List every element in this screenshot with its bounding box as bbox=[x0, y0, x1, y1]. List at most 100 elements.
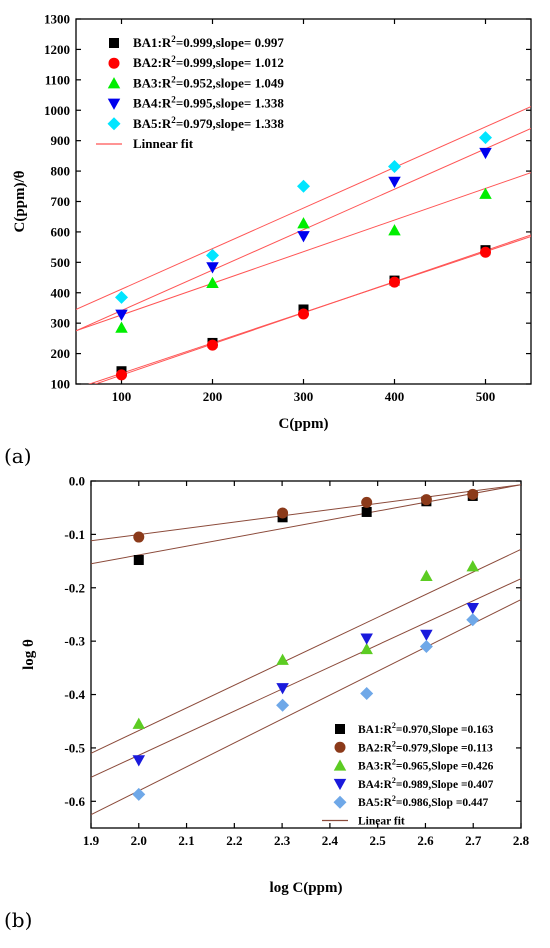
y-tick-label: 200 bbox=[51, 346, 71, 361]
y-tick-label: 500 bbox=[51, 255, 71, 270]
legend-entry-ba2: BA2:R2=0.999,slope= 1.012 bbox=[133, 54, 284, 70]
legend-entry-ba5: BA5:R2=0.979,slope= 1.338 bbox=[133, 115, 284, 131]
legend-slope-word: Slope bbox=[431, 761, 458, 773]
data-point-ba1 bbox=[133, 555, 144, 566]
x-tick-label: 100 bbox=[112, 389, 132, 404]
data-point-ba3 bbox=[420, 569, 433, 582]
legend-slope-value: 1.338 bbox=[255, 96, 285, 111]
series-ba2 bbox=[116, 246, 491, 381]
data-point-ba5 bbox=[388, 160, 401, 174]
legend-series-name: BA4 bbox=[133, 96, 158, 111]
data-point-ba2 bbox=[389, 276, 400, 288]
legend-r2-value: 0.995 bbox=[183, 96, 213, 111]
legend-slope-word: Slope bbox=[431, 742, 458, 754]
legend-entry-ba5: BA5:R2=0.986,Slop =0.447 bbox=[358, 794, 489, 809]
data-point-ba2 bbox=[467, 488, 479, 500]
y-tick-label: -0.3 bbox=[64, 634, 85, 649]
data-point-ba3 bbox=[360, 642, 373, 655]
x-tick-label: 400 bbox=[385, 389, 405, 404]
y-tick-label: 900 bbox=[51, 133, 71, 148]
x-tick-label: 2.5 bbox=[370, 833, 387, 848]
legend-slope-value: 1.338 bbox=[255, 116, 285, 131]
legend-entry-ba4: BA4:R2=0.989,Slope =0.407 bbox=[358, 776, 494, 791]
fit-line-ba4 bbox=[91, 578, 521, 778]
data-point-ba3 bbox=[297, 217, 310, 229]
x-tick-label: 2.7 bbox=[465, 833, 482, 848]
legend-slope-word: slope bbox=[216, 96, 244, 111]
data-point-ba4 bbox=[206, 262, 219, 274]
legend-series-name: BA1 bbox=[358, 724, 380, 736]
legend-series-name: BA3 bbox=[358, 761, 380, 773]
y-tick-label: 0.0 bbox=[69, 474, 85, 489]
legend-r2-value: 0.999 bbox=[183, 35, 213, 50]
y-tick-label: 1200 bbox=[44, 42, 70, 57]
data-point-ba5 bbox=[360, 686, 374, 700]
y-tick-label: -0.2 bbox=[64, 580, 85, 595]
legend-series-name: BA4 bbox=[358, 779, 380, 791]
data-point-ba3 bbox=[479, 187, 492, 199]
legend-entry-ba1: BA1:R2=0.999,slope= 0.997 bbox=[133, 34, 284, 50]
y-tick-label: 100 bbox=[51, 377, 71, 392]
y-tick-label: -0.4 bbox=[64, 687, 85, 702]
data-point-ba2 bbox=[133, 531, 145, 543]
x-tick-label: 2.8 bbox=[513, 833, 530, 848]
legend: BA1:R2=0.970,Slope =0.163 BA2:R2=0.979,Sl… bbox=[322, 721, 494, 828]
legend-series-name: BA3 bbox=[133, 75, 158, 90]
x-tick-label: 1.9 bbox=[83, 833, 100, 848]
legend-marker-ba1 bbox=[335, 724, 345, 734]
legend-entry-ba1: BA1:R2=0.970,Slope =0.163 bbox=[358, 721, 494, 736]
x-axis-label: C(ppm) bbox=[278, 416, 328, 432]
x-tick-label: 300 bbox=[294, 389, 314, 404]
legend-marker-ba1 bbox=[109, 38, 119, 48]
legend-marker-ba4 bbox=[107, 98, 121, 110]
data-point-ba4 bbox=[276, 683, 289, 695]
data-point-ba5 bbox=[479, 131, 492, 145]
series-ba3 bbox=[132, 560, 479, 729]
y-tick-label: -0.6 bbox=[64, 794, 85, 809]
data-point-ba5 bbox=[206, 248, 219, 262]
chart-panel-a: 100 200 300 400 500 100 200 300 400 500 600 700 800 9… bbox=[12, 12, 532, 432]
legend-slope-word: Slop bbox=[431, 797, 453, 809]
legend-slope-value: 0.407 bbox=[468, 779, 494, 791]
x-tick-label: 2.1 bbox=[178, 833, 194, 848]
legend-slope-word: Slope bbox=[431, 779, 458, 791]
x-tick-label: 2.3 bbox=[274, 833, 291, 848]
x-tick-label: 2.6 bbox=[417, 833, 434, 848]
legend-r2-value: 0.970 bbox=[402, 724, 428, 736]
x-tick-label: 2.2 bbox=[226, 833, 242, 848]
legend-entry-ba3: BA3:R2=0.952,slope= 1.049 bbox=[133, 74, 284, 90]
y-tick-label: 600 bbox=[51, 224, 71, 239]
legend-fit-label: Linear fit bbox=[358, 816, 405, 828]
y-tick-label: -0.1 bbox=[64, 527, 85, 542]
y-tick-label: 1100 bbox=[45, 72, 70, 87]
legend: BA1:R2=0.999,slope= 0.997 BA2:R2=0.999,sl… bbox=[96, 34, 284, 151]
series-ba5 bbox=[132, 613, 480, 801]
fit-line-ba5 bbox=[91, 599, 521, 816]
chart-panel-b: 1.9 2.0 2.1 2.2 2.3 2.4 2.5 2.6 2.7 2.8 0.0 -0.1 -0.… bbox=[21, 474, 530, 897]
legend-slope-word: slope bbox=[216, 55, 244, 70]
data-point-ba4 bbox=[360, 633, 373, 645]
fit-line-ba4 bbox=[76, 128, 531, 332]
data-point-ba2 bbox=[480, 246, 491, 258]
legend-series-name: BA5 bbox=[358, 797, 380, 809]
legend-entry-ba2: BA2:R2=0.979,Slope =0.113 bbox=[358, 739, 493, 754]
fit-line-ba3 bbox=[76, 172, 531, 332]
x-tick-label: 200 bbox=[203, 389, 223, 404]
legend-slope-word: slope bbox=[216, 75, 244, 90]
legend-marker-ba4 bbox=[333, 778, 347, 791]
fit-lines bbox=[91, 484, 521, 816]
y-tick-label: 800 bbox=[51, 164, 71, 179]
data-point-ba3 bbox=[115, 321, 128, 333]
legend-slope-value: 1.049 bbox=[255, 75, 285, 90]
data-point-ba2 bbox=[420, 494, 432, 506]
fit-line-ba2 bbox=[91, 484, 521, 542]
fit-line-ba5 bbox=[76, 106, 531, 310]
data-point-ba3 bbox=[276, 653, 289, 665]
legend-slope-value: 0.997 bbox=[255, 35, 285, 50]
legend-marker-ba3 bbox=[333, 759, 347, 771]
legend-r2-value: 0.952 bbox=[183, 75, 212, 90]
plot-frame bbox=[75, 18, 532, 385]
fit-line-ba1 bbox=[91, 484, 521, 565]
series-ba4 bbox=[132, 603, 479, 767]
